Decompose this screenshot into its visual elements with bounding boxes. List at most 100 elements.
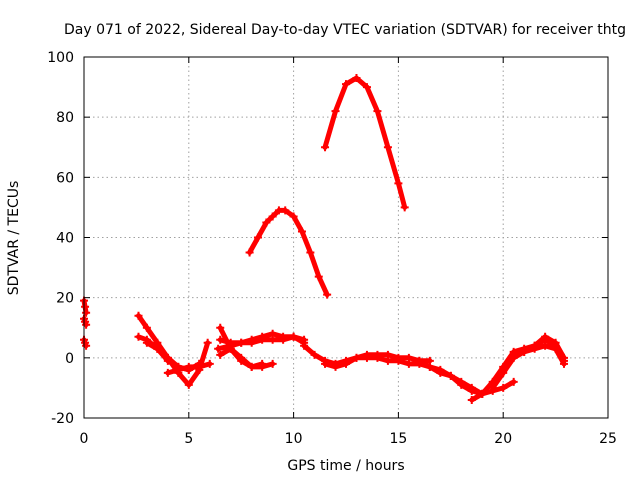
data-point xyxy=(253,233,262,242)
data-point xyxy=(289,332,298,341)
data-point xyxy=(310,350,319,359)
data-point xyxy=(321,359,330,368)
series-arc-a xyxy=(80,296,91,317)
y-axis-label: SDTVAR / TECUs xyxy=(6,181,22,296)
data-point xyxy=(488,383,497,392)
data-point xyxy=(373,107,382,116)
data-point xyxy=(142,323,151,332)
data-point xyxy=(352,74,361,83)
data-point xyxy=(205,359,214,368)
data-point xyxy=(342,80,350,89)
data-point xyxy=(321,143,330,152)
data-point xyxy=(323,290,332,299)
data-point xyxy=(184,380,193,389)
data-point xyxy=(237,338,246,347)
data-point xyxy=(400,203,409,212)
y-tick-label: 0 xyxy=(65,351,74,367)
y-tick-label: 20 xyxy=(56,291,74,307)
data-point xyxy=(281,206,290,215)
data-point xyxy=(373,353,382,362)
data-point xyxy=(142,338,151,347)
data-point xyxy=(306,248,315,257)
data-point xyxy=(82,320,91,329)
y-tick-label: 40 xyxy=(56,231,74,247)
data-point xyxy=(362,353,371,362)
x-tick-label: 10 xyxy=(285,431,303,447)
y-tick-label: 60 xyxy=(56,170,74,186)
data-point xyxy=(404,359,413,368)
data-point xyxy=(216,323,225,332)
data-point xyxy=(331,362,340,371)
series-arc-c xyxy=(80,335,91,350)
data-point xyxy=(134,332,143,341)
data-point xyxy=(289,212,298,221)
grid-layer xyxy=(84,57,608,418)
data-point xyxy=(559,353,568,362)
data-point xyxy=(268,212,277,221)
x-tick-label: 15 xyxy=(389,431,407,447)
data-point xyxy=(214,344,223,353)
data-point xyxy=(81,302,90,311)
data-point xyxy=(446,371,455,380)
data-point xyxy=(268,329,277,338)
data-point xyxy=(541,332,550,341)
data-point xyxy=(184,362,193,371)
x-tick-label: 5 xyxy=(184,431,193,447)
ticks-layer xyxy=(83,56,609,419)
series-arc-s xyxy=(509,332,568,362)
x-tick-label: 20 xyxy=(494,431,512,447)
data-point xyxy=(247,335,256,344)
data-point xyxy=(509,377,518,386)
series-arc-m xyxy=(321,74,409,212)
data-point xyxy=(203,338,212,347)
data-point xyxy=(331,107,340,116)
data-point xyxy=(297,227,306,236)
data-point xyxy=(174,365,183,374)
data-point xyxy=(415,356,424,365)
data-point xyxy=(541,341,550,350)
data-point xyxy=(262,218,271,227)
y-tick-label: 100 xyxy=(47,50,74,66)
data-point xyxy=(163,368,172,377)
data-point xyxy=(362,83,371,92)
y-tick-label: 80 xyxy=(56,110,74,126)
data-point xyxy=(394,356,403,365)
data-point xyxy=(195,362,204,371)
data-point xyxy=(258,332,267,341)
series-arc-b xyxy=(80,314,91,329)
data-point xyxy=(467,395,476,404)
series-arc-l xyxy=(245,206,332,299)
data-point xyxy=(163,356,172,365)
data-point xyxy=(551,338,560,347)
series-arc-p xyxy=(415,356,518,398)
x-tick-label: 25 xyxy=(599,431,617,447)
data-point xyxy=(153,344,162,353)
series-arc-k xyxy=(216,344,277,371)
data-point xyxy=(82,341,91,350)
data-point xyxy=(478,389,487,398)
data-point xyxy=(300,341,309,350)
data-point xyxy=(509,350,518,359)
data-point xyxy=(499,383,508,392)
data-point xyxy=(134,311,143,320)
data-point xyxy=(216,350,225,359)
x-axis-label: GPS time / hours xyxy=(287,458,404,474)
data-point xyxy=(383,143,392,152)
series-line xyxy=(416,358,517,397)
data-point xyxy=(279,332,288,341)
data-point xyxy=(268,359,277,368)
tick-labels-layer: 0 5 10 15 20 25 -20 0 20 40 60 80 100 xyxy=(47,50,617,447)
data-point xyxy=(425,362,434,371)
data-point xyxy=(499,368,508,377)
data-point xyxy=(352,353,361,362)
data-point xyxy=(314,272,323,281)
data-point xyxy=(383,356,392,365)
series-arc-g xyxy=(163,359,214,377)
x-tick-label: 0 xyxy=(80,431,89,447)
data-point xyxy=(457,377,466,386)
data-point xyxy=(237,353,246,362)
data-point xyxy=(247,362,256,371)
series-layer xyxy=(80,74,568,404)
data-point xyxy=(216,335,225,344)
